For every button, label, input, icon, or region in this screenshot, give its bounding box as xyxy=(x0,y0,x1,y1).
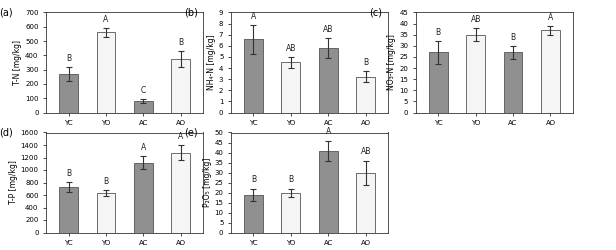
Text: B: B xyxy=(511,33,516,42)
Text: B: B xyxy=(66,169,71,178)
Bar xyxy=(541,30,560,112)
Text: B: B xyxy=(363,58,368,68)
Text: (b): (b) xyxy=(184,8,198,18)
Text: A: A xyxy=(178,132,184,141)
Bar xyxy=(466,35,485,112)
Text: AB: AB xyxy=(471,15,481,24)
Bar xyxy=(429,52,448,112)
Text: B: B xyxy=(251,176,256,184)
Bar xyxy=(504,52,522,112)
Y-axis label: P₂O₅ [mg/kg]: P₂O₅ [mg/kg] xyxy=(203,158,211,207)
Bar xyxy=(59,74,78,112)
Text: A: A xyxy=(251,12,256,21)
Bar xyxy=(356,172,375,233)
Text: AB: AB xyxy=(286,44,296,53)
Bar xyxy=(134,101,153,112)
Text: B: B xyxy=(103,177,108,186)
Bar xyxy=(171,59,190,112)
Text: AB: AB xyxy=(323,25,333,34)
Text: B: B xyxy=(436,28,441,38)
Text: C: C xyxy=(141,86,146,95)
Text: A: A xyxy=(141,142,146,152)
Y-axis label: NH₄-N [mg/kg]: NH₄-N [mg/kg] xyxy=(207,35,216,90)
Text: B: B xyxy=(66,54,71,63)
Text: B: B xyxy=(178,38,184,47)
Bar xyxy=(244,194,263,232)
Y-axis label: T-P [mg/kg]: T-P [mg/kg] xyxy=(9,160,18,204)
Bar xyxy=(319,150,338,232)
Bar xyxy=(97,32,115,112)
Bar xyxy=(282,192,300,232)
Bar xyxy=(244,39,263,113)
Text: A: A xyxy=(548,13,553,22)
Bar xyxy=(134,162,153,232)
Text: AB: AB xyxy=(360,148,371,156)
Bar xyxy=(319,48,338,112)
Text: (a): (a) xyxy=(0,8,13,18)
Bar xyxy=(59,187,78,232)
Bar xyxy=(356,77,375,112)
Text: (c): (c) xyxy=(369,8,382,18)
Y-axis label: NO₃-N [mg/kg]: NO₃-N [mg/kg] xyxy=(387,34,396,90)
Bar xyxy=(282,62,300,112)
Bar xyxy=(97,193,115,232)
Y-axis label: T-N [mg/kg]: T-N [mg/kg] xyxy=(14,40,22,85)
Text: A: A xyxy=(103,15,108,24)
Bar xyxy=(171,152,190,232)
Text: (d): (d) xyxy=(0,128,13,138)
Text: (e): (e) xyxy=(184,128,198,138)
Text: A: A xyxy=(326,128,331,136)
Text: B: B xyxy=(288,176,293,184)
